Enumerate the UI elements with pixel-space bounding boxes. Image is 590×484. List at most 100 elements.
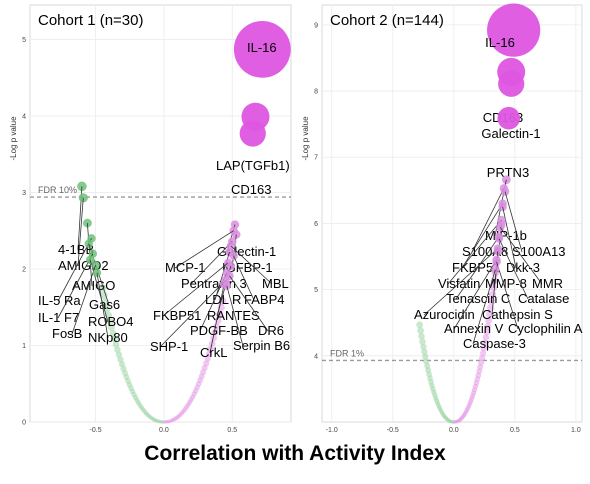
point-label: Galectin-1 xyxy=(481,126,540,141)
label-leader xyxy=(96,272,109,339)
data-point xyxy=(78,193,88,203)
y-tick-label: 5 xyxy=(22,37,26,44)
cloud-point xyxy=(486,310,494,318)
threshold-label: FDR 10% xyxy=(38,185,77,195)
point-label: Tenascin C xyxy=(446,291,510,306)
y-tick-label: 4 xyxy=(22,113,26,120)
cloud-point xyxy=(418,332,425,340)
cloud-point xyxy=(481,339,489,347)
point-label: IL-1 F7 xyxy=(38,310,79,325)
point-label: FKBP51 xyxy=(153,308,201,323)
cloud-point xyxy=(478,354,486,362)
y-tick-label: 4 xyxy=(314,353,318,360)
point-label: Cyclophilin A xyxy=(508,321,583,336)
label-leader xyxy=(162,262,229,317)
point-label: IL-5 Ra xyxy=(38,293,81,308)
label-leader xyxy=(471,188,505,253)
y-tick-label: 9 xyxy=(314,22,318,29)
panel-title: Cohort 2 (n=144) xyxy=(330,12,444,29)
cloud-point xyxy=(422,353,429,360)
data-point xyxy=(496,223,505,232)
label-leader xyxy=(174,230,234,269)
label-leader xyxy=(504,191,523,253)
point-label: LAP(TGFb1) xyxy=(216,158,290,173)
point-label: Annexin V xyxy=(444,321,504,336)
label-leader xyxy=(472,269,496,345)
data-point xyxy=(487,3,541,57)
y-tick-label: 6 xyxy=(314,221,318,228)
point-label: IGFBP-1 xyxy=(222,260,273,275)
y-axis-label: -Log p value xyxy=(9,116,18,161)
panel-title: Cohort 1 (n=30) xyxy=(38,12,143,29)
point-label: MCP-1 xyxy=(165,260,205,275)
point-label: IL-16 xyxy=(247,40,277,55)
label-leader xyxy=(159,280,226,348)
data-point xyxy=(239,120,266,147)
cloud-point xyxy=(482,334,490,342)
cloud-point xyxy=(205,350,213,358)
point-label: PDGF-BB xyxy=(190,323,248,338)
y-tick-label: 3 xyxy=(22,190,26,197)
point-label: NKp80 xyxy=(88,330,128,345)
point-label: LDL R xyxy=(205,292,241,307)
label-leader xyxy=(496,261,519,330)
label-leader xyxy=(209,284,225,354)
cloud-point xyxy=(420,343,427,351)
panel-1: -0.5 0.0 0.5 0 1 2 3 4 5 -Log p value FDR 10% IL-16… xyxy=(9,4,292,434)
data-point xyxy=(229,251,238,261)
cloud-point xyxy=(115,351,123,358)
point-label: Pentraxin 3 xyxy=(181,276,247,291)
figure: -0.5 0.0 0.5 0 1 2 3 4 5 -Log p value FDR 10% IL-16… xyxy=(9,3,583,434)
label-leader xyxy=(77,197,84,267)
point-label: Caspase-3 xyxy=(463,336,526,351)
point-label: Gas6 xyxy=(89,297,120,312)
label-leader xyxy=(57,253,94,319)
y-tick-label: 0 xyxy=(22,420,26,427)
label-leader xyxy=(230,245,273,285)
point-label: CrkL xyxy=(200,345,227,360)
point-label: Serpin B6 xyxy=(233,338,290,353)
cloud-point xyxy=(484,322,492,330)
cloud-point xyxy=(483,328,491,336)
y-tick-label: 5 xyxy=(314,287,318,294)
cloud-point xyxy=(211,328,219,336)
cloud-point xyxy=(419,338,426,345)
cloud-point xyxy=(421,348,428,356)
x-tick-label: 0.5 xyxy=(227,427,237,434)
cloud-point xyxy=(480,345,488,352)
point-label: PRTN3 xyxy=(487,165,529,180)
label-leader xyxy=(461,203,503,269)
x-tick-label: -0.5 xyxy=(90,427,102,434)
cloud-point xyxy=(479,350,487,357)
cloud-point xyxy=(107,324,115,332)
label-leader xyxy=(89,259,109,323)
x-tick-label: 1.0 xyxy=(571,427,581,434)
data-point xyxy=(91,260,100,270)
threshold-label: FDR 1% xyxy=(330,348,364,358)
data-point xyxy=(492,257,501,267)
label-leader xyxy=(502,206,517,269)
label-leader xyxy=(57,238,92,302)
cloud-point xyxy=(204,355,211,362)
label-leader xyxy=(71,265,96,335)
point-label: S100A13 xyxy=(512,244,566,259)
panel-2: -1.0 -0.5 0.0 0.5 1.0 4 5 6 7 8 9 -Log p value FDR 1… xyxy=(301,3,583,434)
y-tick-label: 1 xyxy=(22,343,26,350)
x-tick-label: -0.5 xyxy=(387,427,399,434)
x-tick-label: 0.5 xyxy=(510,427,520,434)
label-leader xyxy=(499,227,543,285)
x-tick-label: -1.0 xyxy=(326,427,338,434)
point-label: AMIGO xyxy=(72,278,115,293)
cloud-point xyxy=(114,346,121,353)
y-tick-label: 7 xyxy=(314,155,318,162)
y-axis-label: -Log p value xyxy=(301,116,310,161)
point-label: FosB xyxy=(52,326,82,341)
point-label: MMR xyxy=(532,276,563,291)
cloud-point xyxy=(112,341,120,348)
point-label: DR6 xyxy=(258,323,284,338)
point-label: CD163 xyxy=(231,182,271,197)
label-leader xyxy=(233,255,255,301)
label-leader xyxy=(447,219,502,285)
cloud-point xyxy=(106,317,114,326)
cloud-point xyxy=(111,335,118,343)
